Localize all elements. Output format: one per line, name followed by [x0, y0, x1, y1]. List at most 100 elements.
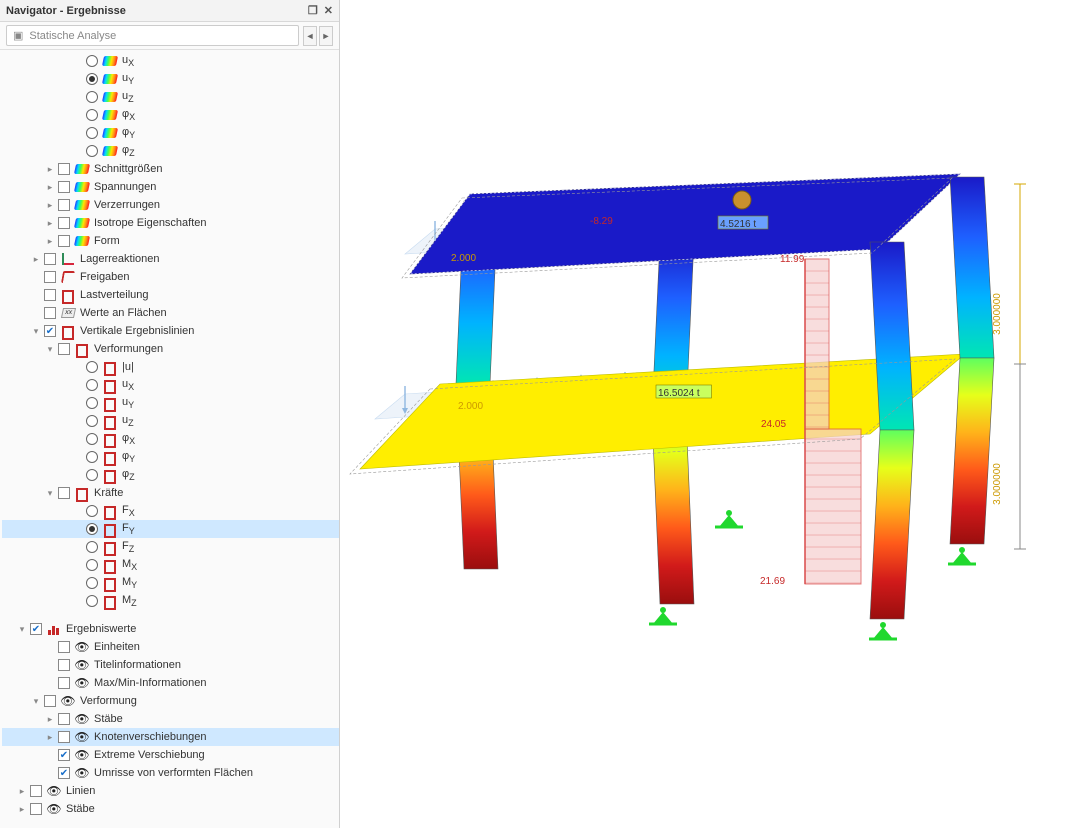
radio[interactable] — [86, 559, 98, 571]
tree-item[interactable]: ▸👁Linien — [2, 782, 339, 800]
tree-item[interactable]: ▾Ergebniswerte — [2, 620, 339, 638]
checkbox[interactable] — [30, 785, 42, 797]
radio[interactable] — [86, 91, 98, 103]
checkbox[interactable] — [44, 271, 56, 283]
checkbox[interactable] — [58, 217, 70, 229]
checkbox[interactable] — [30, 803, 42, 815]
tree-item[interactable]: 👁Titelinformationen — [2, 656, 339, 674]
checkbox[interactable] — [58, 677, 70, 689]
radio[interactable] — [86, 397, 98, 409]
radio[interactable] — [86, 451, 98, 463]
expand-icon[interactable]: ▸ — [44, 713, 56, 725]
tree-item[interactable]: ▾👁Verformung — [2, 692, 339, 710]
checkbox[interactable] — [58, 163, 70, 175]
analysis-dropdown[interactable]: ▣ Statische Analyse — [6, 25, 299, 46]
checkbox[interactable] — [58, 713, 70, 725]
tree-item[interactable]: φY — [2, 448, 339, 466]
tree-item[interactable]: 👁Extreme Verschiebung — [2, 746, 339, 764]
checkbox[interactable] — [30, 623, 42, 635]
tree-item[interactable]: 👁Einheiten — [2, 638, 339, 656]
expand-icon[interactable]: ▸ — [44, 235, 56, 247]
tree-item[interactable]: MY — [2, 574, 339, 592]
radio[interactable] — [86, 379, 98, 391]
tree-item[interactable]: ▾Vertikale Ergebnislinien — [2, 322, 339, 340]
checkbox[interactable] — [58, 731, 70, 743]
radio[interactable] — [86, 415, 98, 427]
tree-item[interactable]: FX — [2, 502, 339, 520]
tree-item[interactable]: φX — [2, 430, 339, 448]
expand-icon[interactable]: ▸ — [30, 253, 42, 265]
expand-icon[interactable]: ▸ — [44, 181, 56, 193]
radio[interactable] — [86, 55, 98, 67]
checkbox[interactable] — [44, 325, 56, 337]
tree-item[interactable]: Freigaben — [2, 268, 339, 286]
expand-icon[interactable]: ▾ — [44, 487, 56, 499]
expand-icon[interactable]: ▸ — [16, 785, 28, 797]
tree-item[interactable]: xxWerte an Flächen — [2, 304, 339, 322]
expand-icon[interactable]: ▾ — [30, 325, 42, 337]
tree-item[interactable]: ▸Isotrope Eigenschaften — [2, 214, 339, 232]
tree-item[interactable]: φZ — [2, 466, 339, 484]
tree-item[interactable]: ▸👁Knotenverschiebungen — [2, 728, 339, 746]
tree-item[interactable]: FZ — [2, 538, 339, 556]
tree-item[interactable]: φX — [2, 106, 339, 124]
tree-item[interactable]: FY — [2, 520, 339, 538]
radio[interactable] — [86, 433, 98, 445]
tree-item[interactable]: MX — [2, 556, 339, 574]
checkbox[interactable] — [58, 487, 70, 499]
checkbox[interactable] — [58, 749, 70, 761]
radio[interactable] — [86, 523, 98, 535]
expand-icon[interactable]: ▸ — [44, 731, 56, 743]
checkbox[interactable] — [58, 181, 70, 193]
expand-icon[interactable]: ▾ — [30, 695, 42, 707]
checkbox[interactable] — [44, 695, 56, 707]
tree-item[interactable]: ▾Verformungen — [2, 340, 339, 358]
radio[interactable] — [86, 595, 98, 607]
checkbox[interactable] — [58, 343, 70, 355]
tree-item[interactable]: Lastverteilung — [2, 286, 339, 304]
tree-item[interactable]: ▸👁Stäbe — [2, 800, 339, 818]
checkbox[interactable] — [58, 199, 70, 211]
checkbox[interactable] — [44, 307, 56, 319]
tree-item[interactable]: ▸Spannungen — [2, 178, 339, 196]
dock-icon[interactable]: ❐ — [308, 4, 318, 17]
radio[interactable] — [86, 541, 98, 553]
tree-item[interactable]: φZ — [2, 142, 339, 160]
checkbox[interactable] — [44, 253, 56, 265]
tree-item[interactable]: uZ — [2, 412, 339, 430]
tree-item[interactable]: ▸Verzerrungen — [2, 196, 339, 214]
expand-icon[interactable]: ▸ — [44, 217, 56, 229]
tree-item[interactable]: uX — [2, 376, 339, 394]
expand-icon[interactable]: ▸ — [44, 163, 56, 175]
expand-icon[interactable]: ▸ — [16, 803, 28, 815]
tree-item[interactable]: 👁Max/Min-Informationen — [2, 674, 339, 692]
expand-icon[interactable]: ▾ — [16, 623, 28, 635]
checkbox[interactable] — [58, 235, 70, 247]
expand-icon[interactable]: ▾ — [44, 343, 56, 355]
checkbox[interactable] — [44, 289, 56, 301]
tree-item[interactable]: uX — [2, 52, 339, 70]
radio[interactable] — [86, 505, 98, 517]
radio[interactable] — [86, 469, 98, 481]
model-viewport[interactable]: 4.5216 t16.5024 t-8.292.0002.00011.9924.… — [340, 0, 1074, 828]
prev-analysis-button[interactable]: ◄ — [303, 26, 317, 46]
tree-item[interactable]: ▸Lagerreaktionen — [2, 250, 339, 268]
tree-item[interactable]: ▾Kräfte — [2, 484, 339, 502]
checkbox[interactable] — [58, 659, 70, 671]
checkbox[interactable] — [58, 641, 70, 653]
radio[interactable] — [86, 145, 98, 157]
next-analysis-button[interactable]: ► — [319, 26, 333, 46]
tree-item[interactable]: 👁Umrisse von verformten Flächen — [2, 764, 339, 782]
radio[interactable] — [86, 73, 98, 85]
checkbox[interactable] — [58, 767, 70, 779]
tree-item[interactable]: uZ — [2, 88, 339, 106]
tree-item[interactable]: ▸Schnittgrößen — [2, 160, 339, 178]
tree-item[interactable]: φY — [2, 124, 339, 142]
tree-item[interactable]: uY — [2, 70, 339, 88]
tree-item[interactable]: ▸Form — [2, 232, 339, 250]
tree-item[interactable]: ▸👁Stäbe — [2, 710, 339, 728]
tree-item[interactable]: uY — [2, 394, 339, 412]
radio[interactable] — [86, 361, 98, 373]
expand-icon[interactable]: ▸ — [44, 199, 56, 211]
radio[interactable] — [86, 577, 98, 589]
